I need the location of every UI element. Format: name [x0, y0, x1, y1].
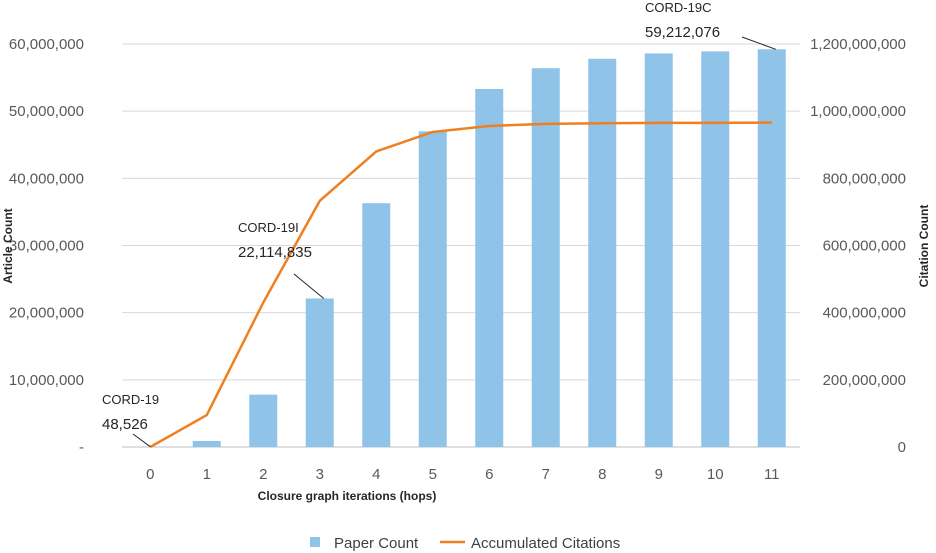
y-tick-label: 20,000,000 — [9, 305, 84, 322]
y2-tick-label: 0 — [898, 439, 906, 456]
y2-tick-label: 600,000,000 — [823, 238, 906, 255]
y-axis-title: Article Count — [1, 208, 15, 283]
y2-tick-label: 800,000,000 — [823, 170, 906, 187]
bar — [701, 51, 730, 447]
y2-tick-label: 200,000,000 — [823, 372, 906, 389]
x-axis-ticks: 0 1 2 3 4 5 6 7 8 9 10 11 — [146, 466, 779, 483]
legend-label-paper-count: Paper Count — [334, 535, 419, 552]
x-tick-label: 9 — [655, 466, 663, 483]
x-tick-label: 6 — [485, 466, 493, 483]
bar — [531, 68, 560, 448]
x-tick-label: 11 — [764, 466, 780, 483]
annotation-value: 59,212,076 — [645, 24, 720, 41]
x-tick-label: 0 — [146, 466, 154, 483]
x-tick-label: 5 — [429, 466, 437, 483]
x-tick-label: 2 — [259, 466, 267, 483]
y-tick-label: 50,000,000 — [9, 103, 84, 120]
x-tick-label: 8 — [598, 466, 606, 483]
bars — [136, 49, 786, 448]
left-axis-ticks: - 10,000,000 20,000,000 30,000,000 40,000,00… — [9, 36, 84, 456]
annotation-name: CORD-19 — [102, 392, 159, 407]
bar — [588, 58, 617, 447]
x-tick-label: 3 — [316, 466, 324, 483]
y-tick-label: 60,000,000 — [9, 36, 84, 53]
x-tick-label: 1 — [203, 466, 211, 483]
series-line — [149, 121, 772, 449]
y2-tick-label: 400,000,000 — [823, 305, 906, 322]
annotations: CORD-19 48,526 CORD-19I 22,114,835 CORD-19C 5… — [102, 0, 776, 448]
annotation-leader — [741, 36, 776, 50]
legend-swatch-paper-count — [310, 537, 320, 547]
bar — [475, 89, 504, 448]
y-tick-label: - — [79, 439, 84, 456]
annotation-value: 22,114,835 — [238, 244, 312, 261]
y-tick-label: 30,000,000 — [9, 238, 84, 255]
y2-axis-title: Citation Count — [917, 205, 931, 288]
right-axis-ticks: 0 200,000,000 400,000,000 600,000,000 800,00… — [810, 36, 906, 456]
bar — [192, 440, 221, 447]
y2-tick-label: 1,000,000,000 — [810, 103, 906, 120]
legend-label-accumulated-citations: Accumulated Citations — [471, 535, 620, 552]
citation-line — [149, 121, 772, 449]
annotation-leader — [293, 273, 325, 299]
y-tick-label: 40,000,000 — [9, 170, 84, 187]
bar — [362, 203, 391, 447]
x-tick-label: 10 — [707, 466, 724, 483]
y2-tick-label: 1,200,000,000 — [810, 36, 906, 53]
bar — [305, 298, 334, 447]
annotation-name: CORD-19C — [645, 0, 711, 15]
x-tick-label: 4 — [372, 466, 380, 483]
x-axis-title: Closure graph iterations (hops) — [258, 489, 437, 503]
bar — [644, 53, 673, 448]
annotation-value: 48,526 — [102, 416, 148, 433]
legend: Paper Count Accumulated Citations — [310, 535, 620, 552]
annotation-name: CORD-19I — [238, 220, 299, 235]
y-tick-label: 10,000,000 — [9, 372, 84, 389]
gridlines — [122, 43, 800, 448]
x-tick-label: 7 — [542, 466, 550, 483]
bar — [418, 131, 447, 448]
annotation-leader — [132, 433, 151, 448]
bar — [757, 49, 786, 447]
bar — [249, 394, 278, 447]
